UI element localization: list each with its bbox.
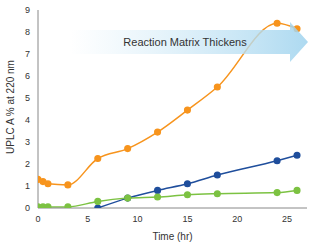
svg-text:2: 2 (25, 159, 30, 169)
svg-text:7: 7 (25, 49, 30, 59)
svg-text:Time (hr): Time (hr) (152, 231, 192, 242)
svg-text:4: 4 (25, 115, 30, 125)
svg-text:3: 3 (25, 137, 30, 147)
svg-text:20: 20 (232, 214, 242, 224)
svg-text:15: 15 (182, 214, 192, 224)
svg-text:25: 25 (282, 214, 292, 224)
svg-text:1: 1 (25, 181, 30, 191)
svg-text:9: 9 (25, 5, 30, 15)
svg-text:Reaction Matrix Thickens: Reaction Matrix Thickens (123, 36, 247, 48)
svg-text:5: 5 (85, 214, 90, 224)
svg-text:6: 6 (25, 71, 30, 81)
svg-text:UPLC A % at 220 nm: UPLC A % at 220 nm (8, 60, 16, 154)
svg-text:8: 8 (25, 27, 30, 37)
svg-text:10: 10 (133, 214, 143, 224)
svg-text:5: 5 (25, 93, 30, 103)
svg-text:0: 0 (35, 214, 40, 224)
svg-text:0: 0 (25, 203, 30, 213)
